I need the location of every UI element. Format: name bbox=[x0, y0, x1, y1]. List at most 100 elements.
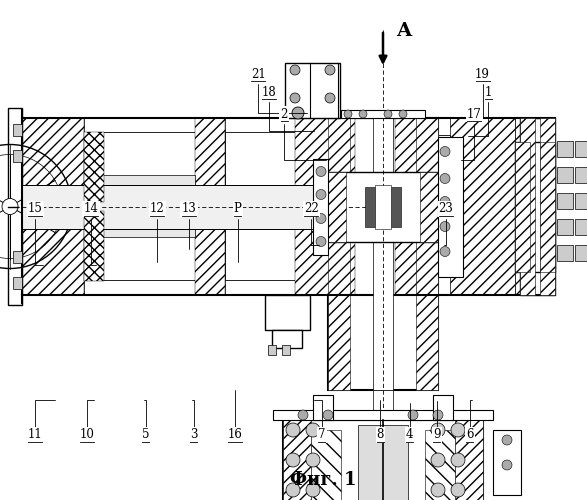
Text: 13: 13 bbox=[181, 202, 197, 215]
Bar bbox=[84, 132, 104, 202]
Bar bbox=[575, 218, 587, 234]
Bar bbox=[272, 330, 302, 348]
Circle shape bbox=[408, 410, 418, 420]
Circle shape bbox=[344, 110, 352, 118]
Bar bbox=[438, 136, 463, 276]
Bar bbox=[450, 118, 515, 295]
Text: 18: 18 bbox=[261, 86, 276, 98]
Bar bbox=[420, 172, 438, 242]
Text: 17: 17 bbox=[467, 108, 482, 120]
Circle shape bbox=[2, 198, 18, 214]
Circle shape bbox=[431, 453, 445, 467]
Bar bbox=[557, 140, 573, 156]
Circle shape bbox=[292, 107, 304, 119]
Bar bbox=[295, 118, 355, 295]
Bar bbox=[358, 425, 408, 500]
Text: Фиг. 1: Фиг. 1 bbox=[289, 471, 356, 489]
Circle shape bbox=[290, 93, 300, 103]
Circle shape bbox=[384, 110, 392, 118]
Circle shape bbox=[286, 453, 300, 467]
Bar bbox=[433, 395, 453, 420]
Bar bbox=[391, 186, 401, 226]
Circle shape bbox=[399, 110, 407, 118]
Bar bbox=[515, 142, 555, 272]
Bar bbox=[295, 222, 355, 294]
Text: 4: 4 bbox=[406, 428, 413, 442]
Bar bbox=[313, 395, 333, 420]
Bar bbox=[84, 175, 195, 237]
Text: 22: 22 bbox=[303, 202, 319, 215]
Text: 1: 1 bbox=[485, 86, 492, 98]
Bar bbox=[373, 390, 393, 420]
Bar bbox=[282, 345, 290, 355]
Text: 2: 2 bbox=[281, 108, 288, 120]
Circle shape bbox=[286, 483, 300, 497]
Bar bbox=[295, 118, 355, 191]
Bar bbox=[557, 244, 573, 260]
Circle shape bbox=[323, 410, 333, 420]
Circle shape bbox=[298, 410, 308, 420]
Bar bbox=[395, 222, 420, 294]
Text: A: A bbox=[396, 22, 411, 40]
Bar bbox=[540, 118, 555, 295]
Bar bbox=[575, 166, 587, 182]
Text: 14: 14 bbox=[83, 202, 99, 215]
Bar bbox=[395, 118, 420, 295]
Bar bbox=[13, 277, 22, 289]
Bar bbox=[311, 430, 341, 500]
Circle shape bbox=[325, 93, 335, 103]
Circle shape bbox=[306, 483, 320, 497]
Text: 15: 15 bbox=[28, 202, 43, 215]
Circle shape bbox=[440, 146, 450, 156]
Bar bbox=[540, 142, 555, 272]
Bar bbox=[22, 118, 84, 191]
Circle shape bbox=[359, 110, 367, 118]
Bar bbox=[520, 118, 555, 295]
Bar bbox=[84, 211, 104, 281]
Bar bbox=[13, 150, 22, 162]
Text: 23: 23 bbox=[438, 202, 454, 215]
Circle shape bbox=[316, 190, 326, 200]
Circle shape bbox=[440, 196, 450, 206]
Bar bbox=[13, 124, 22, 136]
Bar bbox=[268, 345, 276, 355]
Circle shape bbox=[316, 166, 326, 176]
Bar bbox=[341, 110, 425, 118]
Bar bbox=[557, 218, 573, 234]
Bar bbox=[283, 420, 311, 500]
Bar bbox=[13, 251, 22, 263]
Bar bbox=[195, 118, 225, 295]
Text: 8: 8 bbox=[377, 428, 384, 442]
Bar bbox=[355, 132, 395, 280]
Bar bbox=[395, 118, 420, 191]
Text: 5: 5 bbox=[142, 428, 149, 442]
Circle shape bbox=[431, 483, 445, 497]
Circle shape bbox=[451, 423, 465, 437]
Bar bbox=[285, 63, 340, 118]
Bar bbox=[265, 295, 310, 330]
Circle shape bbox=[306, 423, 320, 437]
Bar bbox=[283, 420, 483, 500]
Bar bbox=[365, 186, 375, 226]
Circle shape bbox=[451, 453, 465, 467]
Bar bbox=[515, 118, 555, 295]
Text: P: P bbox=[234, 202, 242, 215]
Bar bbox=[375, 184, 391, 228]
Circle shape bbox=[431, 423, 445, 437]
Bar bbox=[420, 135, 450, 277]
Circle shape bbox=[440, 246, 450, 256]
Bar bbox=[416, 118, 438, 390]
Circle shape bbox=[290, 65, 300, 75]
Bar bbox=[313, 158, 328, 254]
Bar bbox=[557, 192, 573, 208]
Bar bbox=[195, 222, 225, 294]
Bar bbox=[575, 244, 587, 260]
Circle shape bbox=[316, 236, 326, 246]
Bar bbox=[425, 430, 455, 500]
Bar bbox=[328, 172, 346, 242]
Circle shape bbox=[433, 410, 443, 420]
Bar bbox=[328, 118, 350, 390]
Circle shape bbox=[440, 174, 450, 184]
Text: 10: 10 bbox=[79, 428, 95, 442]
Text: 12: 12 bbox=[150, 202, 165, 215]
